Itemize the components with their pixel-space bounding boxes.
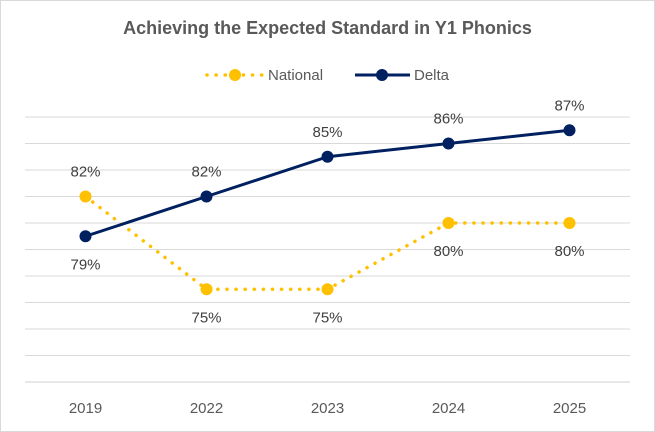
x-tick-label: 2025 [553,400,586,417]
legend-marker-delta [376,69,388,81]
data-label: 82% [70,164,100,181]
legend-marker-national [229,69,241,81]
series-line-delta [84,128,571,238]
x-tick-label: 2019 [69,400,102,417]
data-point-delta [200,190,213,203]
data-point-delta [321,150,334,163]
series-line-national [83,194,572,291]
data-point-national [79,190,92,203]
data-label: 82% [191,164,221,181]
data-label: 75% [191,309,221,326]
data-label: 87% [554,97,584,114]
data-point-delta [563,124,576,137]
chart-title: Achieving the Expected Standard in Y1 Ph… [123,18,532,38]
data-point-delta [79,230,92,243]
data-point-national [563,217,576,229]
data-label: 75% [312,309,342,326]
data-label: 86% [433,111,463,128]
x-tick-label: 2024 [432,400,465,417]
data-point-national [442,217,455,229]
data-label: 85% [312,124,342,141]
legend-label-delta: Delta [414,67,450,84]
data-point-national [200,283,213,296]
data-point-delta [442,137,455,150]
x-tick-label: 2023 [311,400,344,417]
data-label: 80% [554,243,584,260]
data-label: 79% [70,256,100,273]
x-tick-label: 2022 [190,400,223,417]
data-label: 80% [433,243,463,260]
legend-label-national: National [268,67,323,84]
data-point-national [321,283,334,296]
